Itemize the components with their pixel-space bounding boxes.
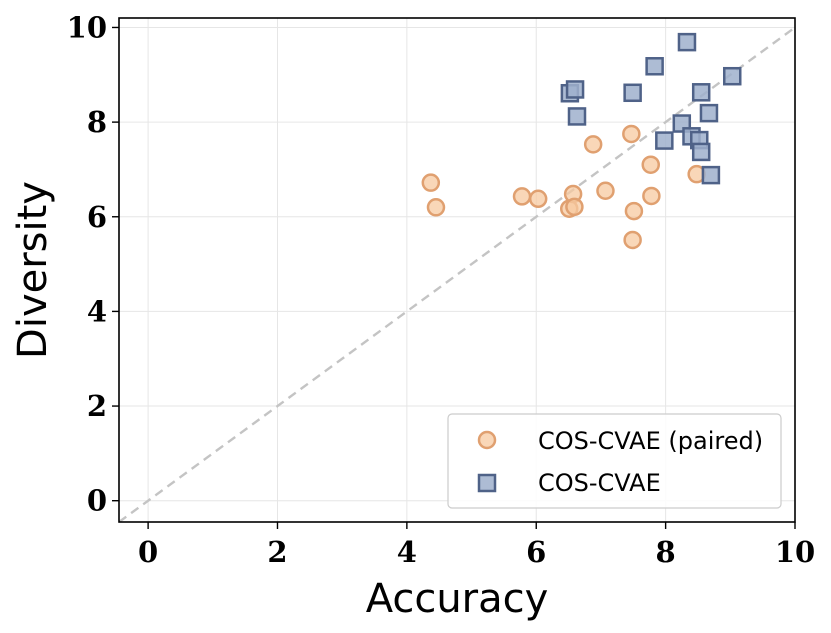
legend: COS-CVAE (paired) COS-CVAE — [447, 413, 782, 509]
paired-point — [512, 187, 532, 206]
paired-point — [596, 181, 615, 200]
reference-line-y-equals-x — [118, 26, 796, 523]
y-axis-label: Diversity — [10, 181, 56, 359]
legend-marker-unpaired — [477, 473, 497, 493]
y-tick-label: 0 — [87, 484, 107, 518]
paired-point — [528, 189, 548, 209]
y-tick-label: 8 — [87, 105, 107, 139]
unpaired-point — [691, 142, 711, 162]
paired-point — [583, 135, 603, 154]
paired-point — [622, 124, 641, 144]
paired-point — [623, 230, 642, 250]
unpaired-point — [567, 107, 587, 126]
unpaired-point — [655, 131, 674, 150]
unpaired-point — [701, 165, 721, 185]
y-tick-label: 2 — [87, 389, 107, 423]
legend-marker-paired — [477, 430, 497, 450]
paired-point — [642, 186, 661, 206]
y-tick-label: 6 — [87, 200, 107, 234]
x-tick-label: 10 — [775, 535, 815, 569]
unpaired-point — [699, 103, 719, 123]
legend-box — [447, 413, 782, 509]
paired-point — [641, 155, 660, 174]
y-tick-label: 4 — [87, 294, 107, 328]
unpaired-point — [691, 83, 711, 102]
unpaired-point — [677, 32, 697, 52]
plot-frame — [118, 17, 796, 523]
data-points — [421, 32, 742, 250]
x-axis-label: Accuracy — [366, 576, 549, 622]
legend-label-paired: COS-CVAE (paired) — [538, 427, 763, 455]
paired-point — [426, 198, 446, 217]
legend-label-unpaired: COS-CVAE — [538, 469, 661, 497]
x-tick-label: 2 — [267, 535, 287, 569]
x-tick-label: 8 — [656, 535, 676, 569]
unpaired-point — [645, 57, 664, 76]
x-tick-label: 6 — [526, 535, 546, 569]
paired-point — [624, 201, 644, 221]
y-tick-label: 10 — [67, 10, 107, 44]
x-tick-label: 4 — [397, 535, 417, 569]
unpaired-point — [565, 80, 585, 99]
paired-point — [421, 173, 441, 192]
paired-point — [565, 197, 584, 217]
unpaired-point — [723, 66, 742, 86]
unpaired-point — [623, 83, 642, 103]
x-tick-label: 0 — [138, 535, 158, 569]
axis-ticks: 0 2 4 6 8 10 0 2 4 6 8 10 — [67, 10, 816, 569]
